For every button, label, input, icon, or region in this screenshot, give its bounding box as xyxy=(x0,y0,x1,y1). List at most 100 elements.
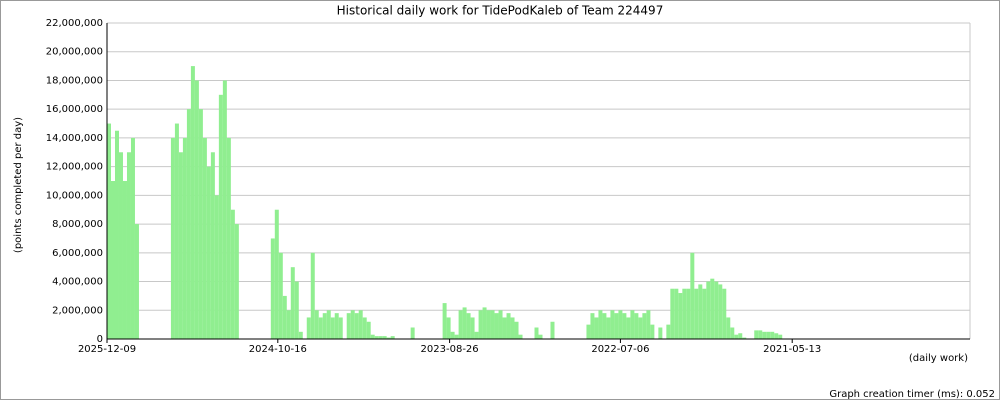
bar xyxy=(454,334,459,339)
bar xyxy=(290,267,295,339)
bar xyxy=(190,66,195,339)
bar xyxy=(450,331,455,339)
bar xyxy=(694,288,699,339)
bar xyxy=(678,293,683,339)
bar xyxy=(462,307,467,339)
bar xyxy=(690,252,695,339)
bar xyxy=(630,310,635,339)
bar xyxy=(206,166,211,339)
x-tick-label: 2023-08-26 xyxy=(421,344,479,355)
y-tick-label: 2,000,000 xyxy=(52,305,103,316)
bar xyxy=(350,310,355,339)
bar xyxy=(754,330,759,339)
bar xyxy=(182,137,187,339)
y-tick-label: 14,000,000 xyxy=(46,133,103,144)
x-tick-label: 2021-05-13 xyxy=(763,344,821,355)
bar xyxy=(354,313,359,339)
bar xyxy=(510,317,515,339)
bar xyxy=(706,281,711,339)
bar xyxy=(674,288,679,339)
bar xyxy=(606,317,611,339)
bar xyxy=(586,324,591,339)
bar xyxy=(518,334,523,339)
bar xyxy=(390,336,395,339)
bar xyxy=(702,288,707,339)
bar xyxy=(122,181,127,339)
bar xyxy=(274,209,279,339)
y-tick-label: 20,000,000 xyxy=(46,47,103,58)
bar xyxy=(650,324,655,339)
bar xyxy=(718,284,723,339)
bar xyxy=(490,310,495,339)
bar xyxy=(230,209,235,339)
bar xyxy=(210,152,215,339)
bar xyxy=(506,313,511,339)
bar xyxy=(686,288,691,339)
bar xyxy=(234,224,239,339)
bar xyxy=(610,310,615,339)
bar xyxy=(626,317,631,339)
x-tick-label: 2025-12-09 xyxy=(78,344,136,355)
bar xyxy=(126,152,131,339)
bar xyxy=(482,307,487,339)
bar xyxy=(218,94,223,340)
bar xyxy=(366,321,371,339)
bar xyxy=(494,313,499,339)
bar xyxy=(346,313,351,339)
bar xyxy=(226,137,231,339)
bar xyxy=(186,109,191,339)
bar xyxy=(278,252,283,339)
y-tick-label: 6,000,000 xyxy=(52,248,103,259)
y-tick-label: 18,000,000 xyxy=(46,75,103,86)
bar xyxy=(534,327,539,339)
bar xyxy=(198,109,203,339)
bar xyxy=(382,336,387,339)
y-tick-label: 0 xyxy=(97,334,103,345)
bar xyxy=(446,317,451,339)
bar xyxy=(470,317,475,339)
bar xyxy=(202,137,207,339)
x-axis-label: (daily work) xyxy=(909,353,968,364)
bar xyxy=(770,331,775,339)
bar xyxy=(710,278,715,339)
bar xyxy=(378,336,383,339)
bar xyxy=(107,123,111,339)
bar xyxy=(318,317,323,339)
bar xyxy=(642,313,647,339)
bar xyxy=(658,327,663,339)
bar xyxy=(110,181,115,339)
bar xyxy=(330,317,335,339)
bar xyxy=(486,310,491,339)
bar xyxy=(638,317,643,339)
bar xyxy=(722,288,727,339)
bar xyxy=(174,123,179,339)
bar xyxy=(458,310,463,339)
bar xyxy=(498,310,503,339)
bar xyxy=(714,281,719,339)
bar xyxy=(774,333,779,339)
bar xyxy=(634,313,639,339)
bar xyxy=(766,331,771,339)
bar xyxy=(322,313,327,339)
bar xyxy=(370,334,375,339)
bar xyxy=(602,313,607,339)
bar xyxy=(334,313,339,339)
bar xyxy=(682,288,687,339)
bar xyxy=(338,317,343,339)
bar xyxy=(294,281,299,339)
bar xyxy=(270,238,275,339)
footer: Graph creation timer (ms): 0.052 xyxy=(829,389,995,400)
bar xyxy=(590,313,595,339)
bar xyxy=(646,310,651,339)
y-tick-label: 4,000,000 xyxy=(52,277,103,288)
bar xyxy=(298,331,303,339)
bar xyxy=(410,327,415,339)
x-tick-label: 2022-07-06 xyxy=(591,344,649,355)
y-tick-label: 12,000,000 xyxy=(46,162,103,173)
bar xyxy=(222,80,227,340)
bar xyxy=(742,337,747,339)
bar xyxy=(374,336,379,339)
bar xyxy=(666,324,671,339)
